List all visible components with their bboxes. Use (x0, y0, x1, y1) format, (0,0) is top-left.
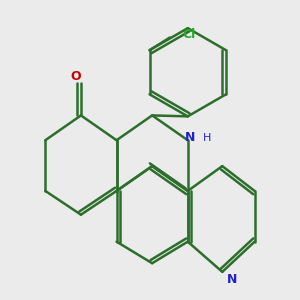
Text: Cl: Cl (182, 28, 196, 41)
Text: H: H (203, 133, 211, 143)
Text: N: N (227, 273, 238, 286)
Text: N: N (185, 131, 196, 144)
Text: O: O (70, 70, 81, 83)
